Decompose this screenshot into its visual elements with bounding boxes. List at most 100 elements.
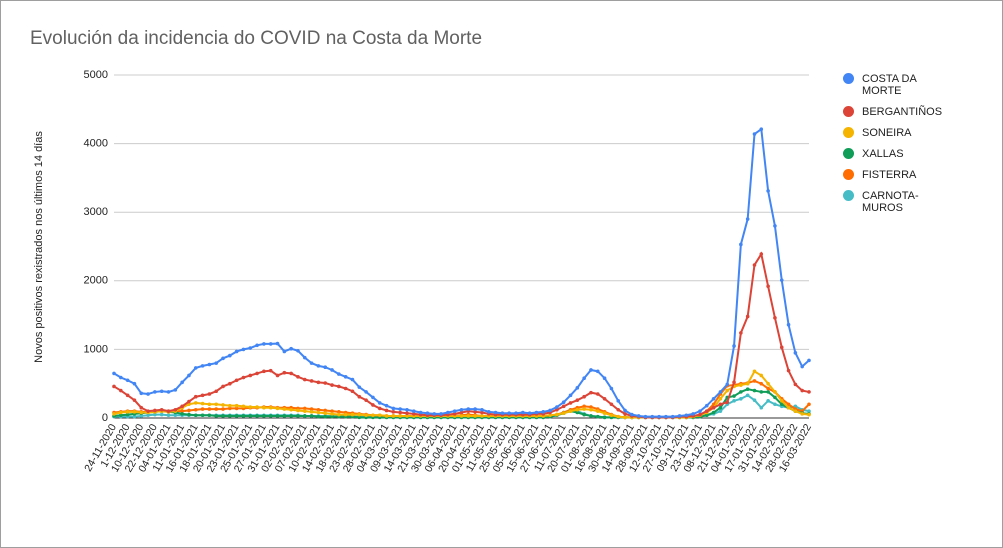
data-point: [180, 404, 184, 409]
data-point: [521, 410, 525, 415]
data-point: [343, 375, 348, 379]
data-point: [268, 342, 273, 346]
data-point: [616, 399, 621, 403]
data-point: [752, 132, 757, 136]
data-point: [602, 396, 607, 401]
data-point: [698, 409, 702, 413]
data-point: [779, 278, 784, 282]
data-point: [398, 410, 402, 415]
data-point: [207, 402, 212, 407]
data-point: [718, 390, 723, 394]
data-point: [187, 408, 191, 413]
data-point: [800, 412, 804, 416]
data-point: [309, 379, 314, 383]
data-point: [793, 382, 798, 387]
data-point: [125, 410, 130, 414]
data-point: [193, 366, 198, 370]
data-point: [677, 414, 682, 418]
data-point: [228, 381, 232, 386]
data-point: [745, 387, 750, 391]
data-point: [704, 409, 709, 413]
data-point: [459, 414, 464, 418]
data-point: [759, 252, 764, 256]
legend: COSTA DA MORTE BERGANTIÑOS SONEIRA XALLAS FI…: [843, 73, 953, 223]
data-point: [582, 376, 586, 381]
data-point: [773, 402, 777, 407]
data-point: [480, 407, 484, 412]
data-point: [166, 413, 171, 418]
data-point: [364, 390, 368, 394]
data-point: [807, 358, 811, 363]
data-point: [255, 343, 259, 348]
data-point: [473, 414, 477, 418]
data-point: [391, 414, 396, 418]
data-point: [623, 408, 627, 413]
data-point: [139, 391, 144, 396]
data-point: [766, 381, 770, 386]
data-point: [309, 410, 314, 414]
data-point: [119, 388, 123, 393]
data-point: [405, 407, 409, 412]
data-point: [718, 405, 723, 410]
data-point: [132, 410, 137, 414]
data-point: [582, 394, 586, 399]
data-point: [779, 402, 784, 407]
data-point: [153, 412, 157, 417]
data-point: [473, 410, 477, 414]
y-tick-label: 3000: [84, 206, 108, 218]
data-point: [180, 409, 184, 413]
data-point: [323, 411, 328, 415]
data-point: [391, 406, 396, 411]
data-point: [255, 414, 259, 418]
data-point: [330, 412, 334, 416]
data-point: [282, 349, 287, 354]
data-point: [371, 395, 375, 400]
y-tick-label: 4000: [84, 138, 108, 150]
data-point: [337, 412, 341, 417]
data-point: [330, 368, 334, 372]
data-point: [221, 414, 225, 418]
legend-label: CARNOTA-MUROS: [862, 190, 919, 214]
data-point: [766, 189, 770, 193]
legend-item: XALLAS: [843, 148, 953, 160]
data-point: [595, 409, 600, 413]
data-point: [589, 405, 593, 409]
data-point: [670, 414, 675, 419]
data-point: [480, 414, 484, 418]
data-point: [357, 394, 362, 399]
data-point: [766, 386, 770, 391]
y-tick-label: 2000: [84, 275, 108, 287]
data-point: [207, 413, 212, 418]
data-point: [527, 411, 532, 415]
data-point: [234, 414, 239, 418]
data-point: [514, 411, 518, 415]
data-point: [357, 412, 362, 417]
data-point: [432, 412, 437, 416]
data-point: [228, 403, 232, 408]
data-point: [166, 409, 171, 413]
data-point: [309, 361, 314, 365]
data-point: [704, 403, 709, 408]
data-point: [779, 345, 784, 350]
data-point: [745, 314, 750, 319]
data-point: [493, 410, 498, 415]
data-point: [384, 408, 389, 413]
data-point: [125, 393, 130, 398]
data-point: [752, 388, 757, 393]
data-point: [664, 414, 668, 419]
data-point: [248, 414, 253, 418]
data-point: [262, 414, 266, 418]
y-tick-label: 0: [102, 412, 108, 424]
data-point: [452, 412, 457, 416]
data-point: [132, 414, 137, 419]
data-point: [766, 284, 770, 289]
data-point: [146, 413, 150, 418]
legend-marker: [843, 106, 854, 117]
data-point: [200, 401, 205, 406]
data-point: [193, 407, 198, 412]
data-point: [159, 412, 164, 417]
data-point: [255, 371, 259, 376]
data-point: [759, 390, 764, 394]
data-point: [704, 413, 709, 418]
data-point: [316, 414, 321, 419]
